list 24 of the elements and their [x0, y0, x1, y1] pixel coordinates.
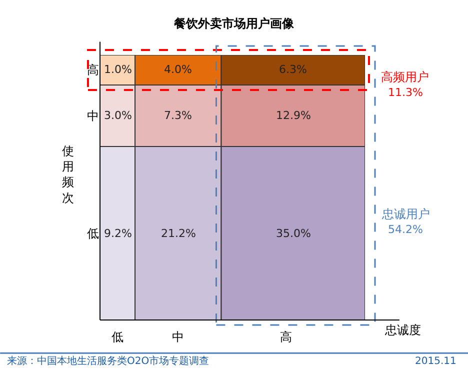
data-label: 3.0% — [104, 109, 132, 122]
text: 忠诚度 — [384, 323, 421, 337]
text: 2015.11 — [415, 356, 456, 367]
text: 忠诚用户 — [381, 207, 430, 221]
series-label: 高 — [87, 63, 99, 78]
text: 使用频次 — [62, 144, 74, 205]
category-label: 高 — [280, 330, 292, 344]
data-label: 4.0% — [164, 63, 192, 76]
text: 11.3% — [388, 86, 423, 99]
data-label: 9.2% — [104, 227, 132, 240]
data-label: 1.0% — [104, 63, 132, 76]
text: 餐饮外卖市场用户画像 — [173, 16, 295, 30]
series-label: 低 — [87, 226, 99, 240]
source-note: 来源：中国本地生活服务类O2O市场专题调查 — [7, 355, 210, 367]
data-label: 7.3% — [164, 109, 192, 122]
series-label: 中 — [87, 108, 99, 123]
data-label: 21.2% — [161, 227, 196, 240]
text: 高频用户 — [381, 70, 429, 84]
category-label: 中 — [172, 330, 184, 344]
data-label: 12.9% — [276, 109, 311, 122]
data-label: 6.3% — [279, 63, 307, 76]
category-label: 低 — [112, 330, 124, 344]
text: 54.2% — [388, 223, 423, 236]
data-label: 35.0% — [276, 227, 311, 240]
